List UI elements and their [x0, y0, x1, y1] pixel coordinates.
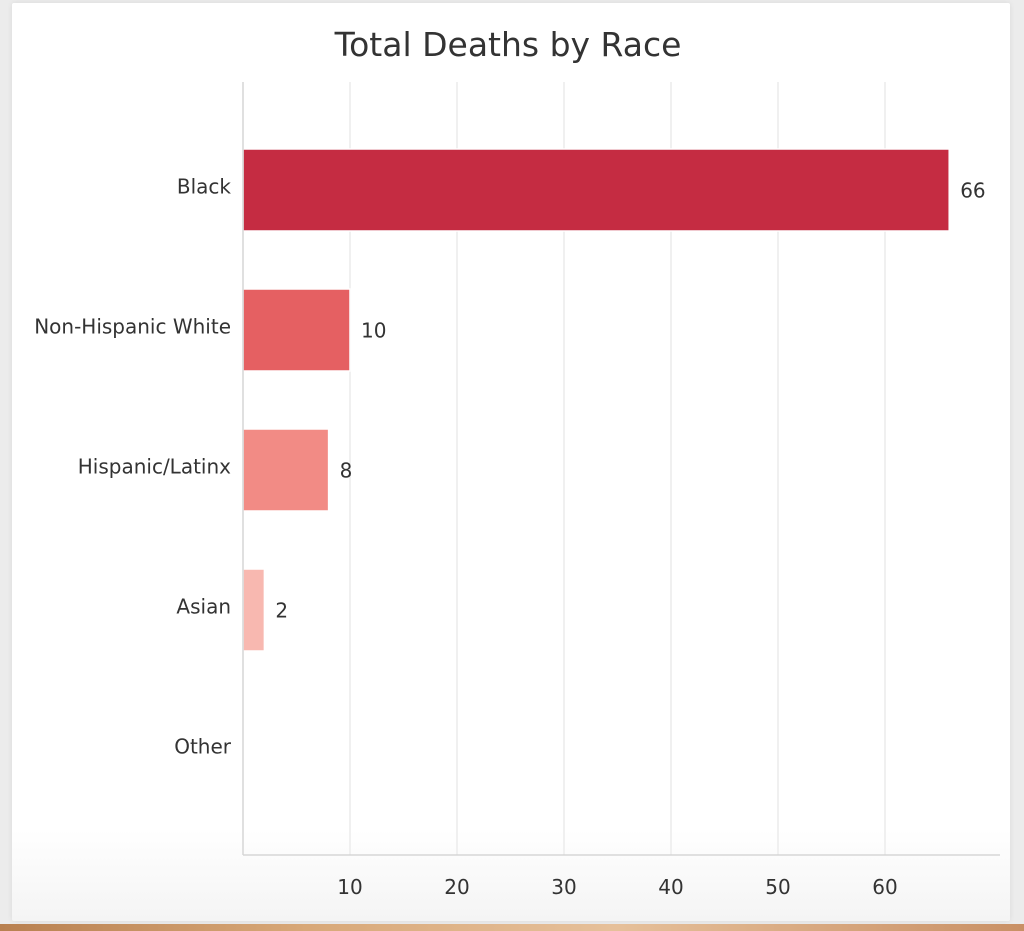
- category-label-hispanic-latinx: Hispanic/Latinx: [78, 455, 231, 479]
- data-label-non-hispanic-white: 10: [361, 319, 386, 343]
- x-tick-label: 60: [872, 875, 897, 899]
- bar-asian[interactable]: [242, 568, 266, 652]
- category-label-black: Black: [177, 175, 232, 199]
- bars: [242, 148, 950, 652]
- category-label-non-hispanic-white: Non-Hispanic White: [34, 315, 231, 339]
- category-labels: Black Non-Hispanic White Hispanic/Latinx As…: [34, 175, 232, 759]
- data-label-black: 66: [960, 179, 985, 203]
- category-label-asian: Asian: [176, 595, 231, 619]
- bar-black[interactable]: [242, 148, 950, 232]
- data-label-hispanic-latinx: 8: [340, 459, 353, 483]
- bar-hispanic-latinx[interactable]: [242, 428, 330, 512]
- bar-non-hispanic-white[interactable]: [242, 288, 351, 372]
- x-tick-label: 30: [551, 875, 576, 899]
- chart-title: Total Deaths by Race: [334, 25, 682, 64]
- x-tick-label: 40: [658, 875, 683, 899]
- x-tick-label: 10: [337, 875, 362, 899]
- data-label-asian: 2: [275, 599, 288, 623]
- category-label-other: Other: [174, 735, 232, 759]
- data-labels: 66 10 8 2: [275, 179, 985, 623]
- x-tick-label: 50: [765, 875, 790, 899]
- x-tick-label: 20: [444, 875, 469, 899]
- x-tick-labels: 10 20 30 40 50 60: [337, 875, 897, 899]
- window-bottom-edge: [0, 924, 1024, 931]
